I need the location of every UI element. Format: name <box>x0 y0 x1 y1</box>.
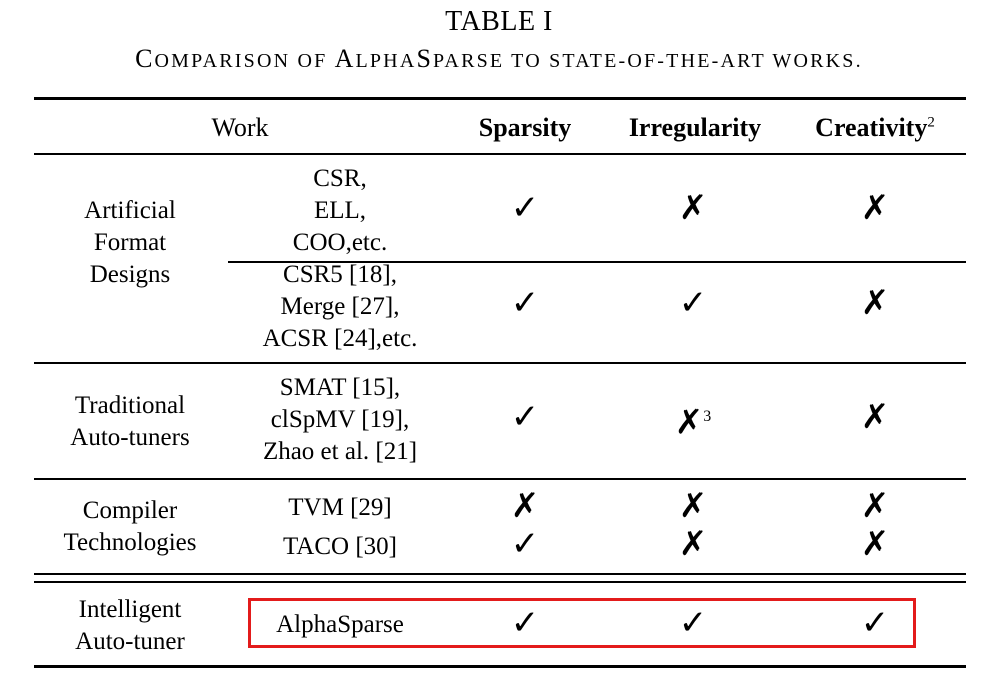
highlight-box <box>248 598 916 648</box>
creativity-mark: ✗ <box>860 486 890 526</box>
sparsity-mark: ✓ <box>510 524 540 564</box>
creativity-mark: ✗ <box>860 283 890 323</box>
header-irregularity: Irregularity <box>628 113 762 142</box>
header-sparsity: Sparsity <box>478 113 572 142</box>
sparsity-mark: ✓ <box>510 283 540 323</box>
work-cell: SMAT [15], clSpMV [19], Zhao et al. [21] <box>262 374 418 465</box>
top-rule <box>34 97 966 100</box>
bottom-rule <box>34 665 966 668</box>
header-rule <box>34 153 966 155</box>
double-rule-b <box>34 581 966 583</box>
work-cell: AlphaSparse <box>276 611 404 638</box>
creativity-mark: ✓ <box>860 603 890 643</box>
group-name: Artificial Format Designs <box>84 197 176 288</box>
group-name: Traditional Auto-tuners <box>70 392 190 451</box>
table-caption: COMPARISON OF ALPHASPARSE TO STATE-OF-TH… <box>135 44 863 73</box>
sparsity-mark: ✗ <box>510 486 540 526</box>
double-rule-a <box>34 573 966 575</box>
sparsity-mark: ✓ <box>510 603 540 643</box>
sparsity-mark: ✓ <box>510 188 540 228</box>
creativity-mark: ✗ <box>860 524 890 564</box>
group-name: Intelligent Auto-tuner <box>75 596 185 655</box>
irregularity-mark: ✗ <box>678 188 708 228</box>
work-cell: CSR5 [18], Merge [27], ACSR [24],etc. <box>262 261 418 352</box>
header-work: Work <box>211 113 269 142</box>
group-rule-2 <box>34 478 966 480</box>
work-cell: CSR, ELL, COO,etc. <box>292 165 388 256</box>
group-name: Compiler Technologies <box>63 497 197 556</box>
creativity-mark: ✗ <box>860 397 890 437</box>
sparsity-mark: ✓ <box>510 397 540 437</box>
header-creativity: Creativity2 <box>815 113 935 142</box>
irregularity-mark: ✗ <box>678 486 708 526</box>
work-cell: TVM [29] <box>288 494 392 521</box>
work-cell: TACO [30] <box>283 533 397 560</box>
group-rule-1 <box>34 362 966 364</box>
table-label: TABLE I <box>445 6 553 37</box>
creativity-mark: ✗ <box>860 188 890 228</box>
irregularity-footnote-marker: 3 <box>703 408 712 425</box>
irregularity-mark: ✗ <box>678 524 708 564</box>
irregularity-mark: ✗3 <box>674 402 712 443</box>
irregularity-mark: ✓ <box>678 603 708 643</box>
irregularity-mark: ✓ <box>678 283 708 323</box>
subgroup-rule <box>228 261 966 263</box>
